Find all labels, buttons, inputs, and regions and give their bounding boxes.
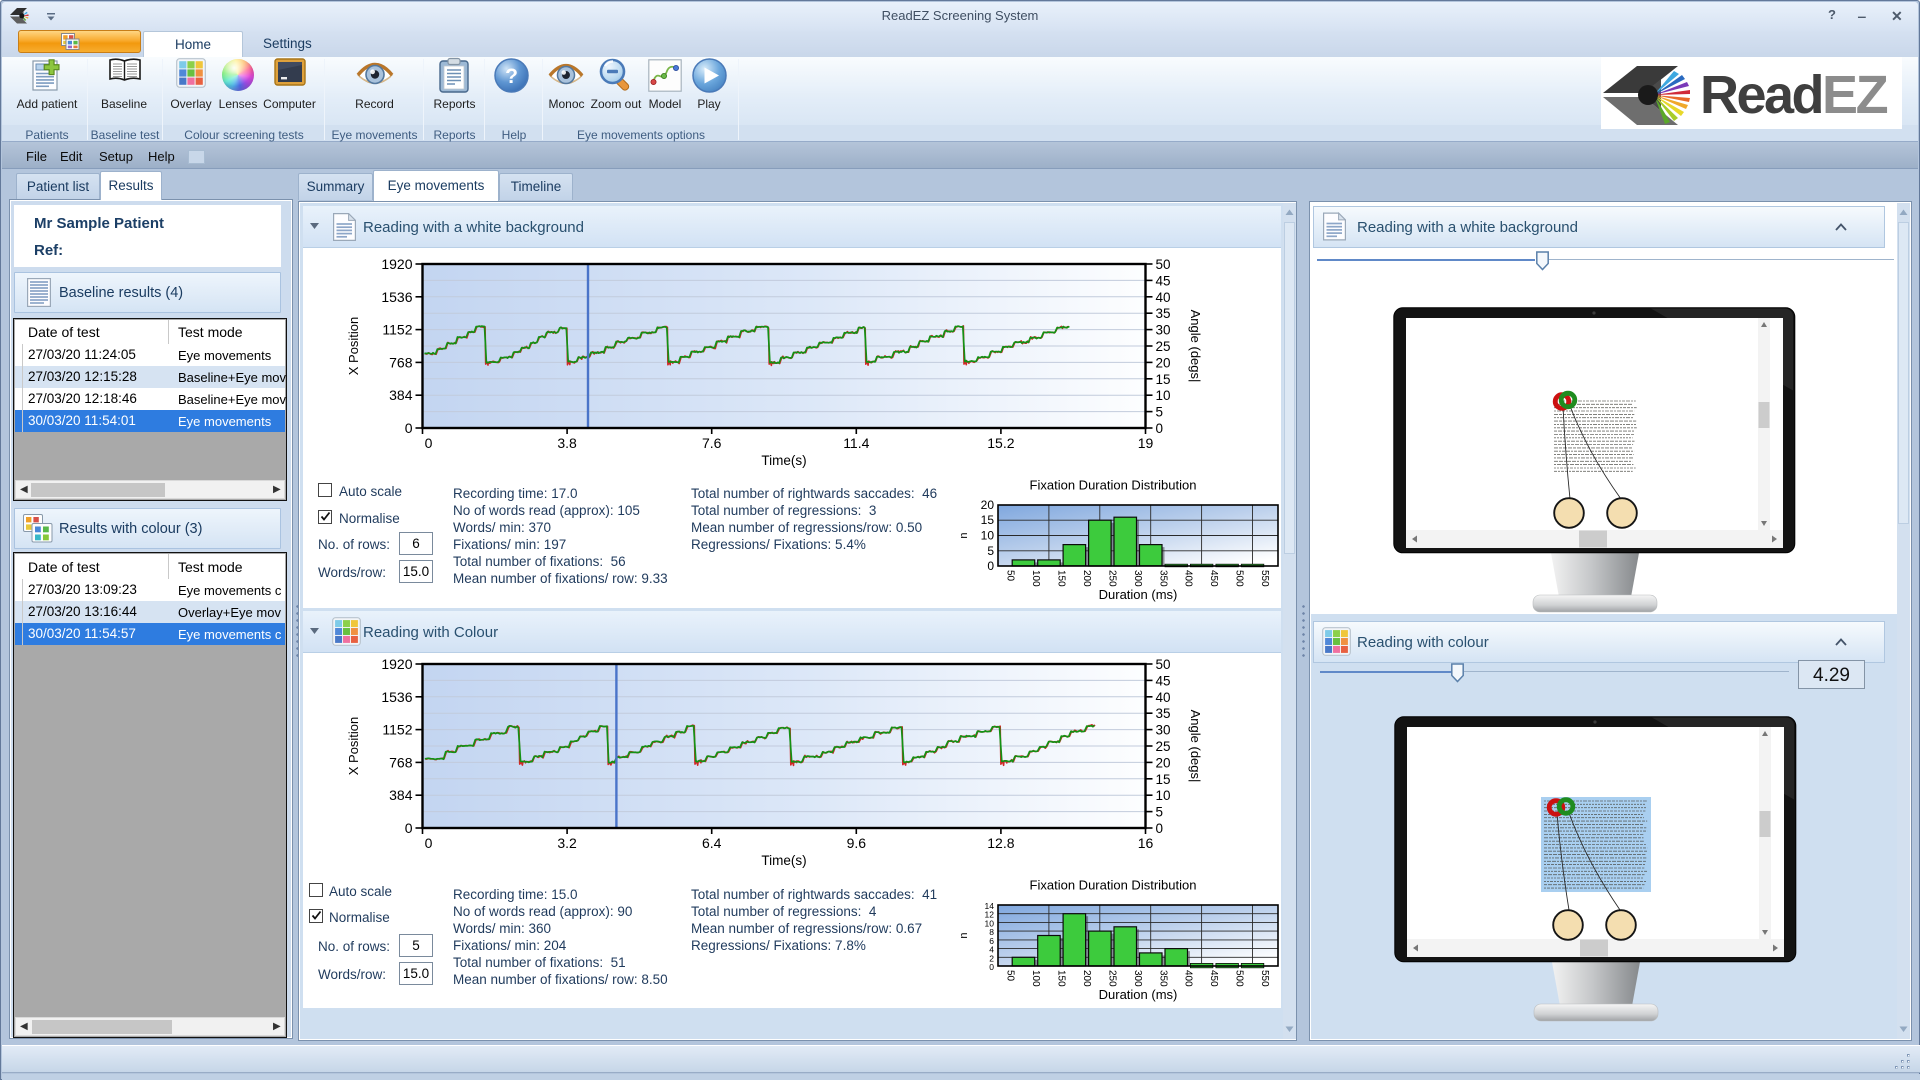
svg-text:2: 2 xyxy=(989,953,994,963)
svg-text:6.4: 6.4 xyxy=(702,835,722,851)
svg-text:11.4: 11.4 xyxy=(843,435,869,451)
svg-text:0: 0 xyxy=(425,835,433,851)
svg-text:3.2: 3.2 xyxy=(557,835,577,851)
svg-text:8: 8 xyxy=(989,927,994,937)
svg-text:0: 0 xyxy=(989,962,994,972)
svg-text:30: 30 xyxy=(1156,723,1171,738)
svg-text:10: 10 xyxy=(1156,388,1171,403)
svg-text:1920: 1920 xyxy=(381,656,412,672)
svg-text:Angle (degs|: Angle (degs| xyxy=(1188,710,1203,783)
svg-text:250: 250 xyxy=(1106,970,1117,987)
svg-text:768: 768 xyxy=(389,354,413,370)
svg-text:20: 20 xyxy=(981,498,995,512)
svg-text:5: 5 xyxy=(1156,805,1164,820)
svg-text:15: 15 xyxy=(1156,372,1171,387)
svg-text:1152: 1152 xyxy=(382,722,412,738)
svg-text:40: 40 xyxy=(1156,690,1171,705)
svg-text:Angle (degs|: Angle (degs| xyxy=(1188,310,1203,383)
svg-text:384: 384 xyxy=(389,387,413,403)
svg-text:1920: 1920 xyxy=(381,256,412,272)
svg-text:350: 350 xyxy=(1157,970,1168,987)
svg-text:350: 350 xyxy=(1157,570,1168,587)
svg-text:5: 5 xyxy=(1156,405,1164,420)
svg-text:Duration (ms): Duration (ms) xyxy=(1099,587,1178,602)
svg-text:300: 300 xyxy=(1132,570,1143,587)
svg-text:20: 20 xyxy=(1156,355,1171,370)
svg-text:ReadEZ: ReadEZ xyxy=(1700,65,1888,125)
svg-text:?: ? xyxy=(505,65,518,88)
svg-text:20: 20 xyxy=(1156,755,1171,770)
svg-text:384: 384 xyxy=(389,787,413,803)
svg-text:100: 100 xyxy=(1030,570,1041,587)
svg-text:45: 45 xyxy=(1156,273,1171,288)
svg-text:0: 0 xyxy=(987,559,994,573)
svg-text:150: 150 xyxy=(1055,970,1066,987)
svg-text:400: 400 xyxy=(1183,570,1194,587)
svg-text:n: n xyxy=(958,932,970,938)
svg-text:0: 0 xyxy=(405,820,413,836)
svg-text:Fixation Duration Distribution: Fixation Duration Distribution xyxy=(1030,479,1197,493)
svg-text:0: 0 xyxy=(405,420,413,436)
svg-text:15: 15 xyxy=(981,513,995,527)
svg-text:0: 0 xyxy=(425,435,433,451)
svg-text:25: 25 xyxy=(1156,339,1171,354)
svg-text:1536: 1536 xyxy=(381,289,412,305)
svg-text:Fixation Duration Distribution: Fixation Duration Distribution xyxy=(1030,879,1197,893)
svg-text:500: 500 xyxy=(1234,570,1245,587)
svg-text:400: 400 xyxy=(1183,970,1194,987)
svg-text:0: 0 xyxy=(1156,421,1164,436)
svg-text:10: 10 xyxy=(981,529,995,543)
svg-text:14: 14 xyxy=(985,901,995,911)
svg-text:5: 5 xyxy=(987,544,994,558)
svg-text:n: n xyxy=(958,532,970,538)
svg-text:Duration (ms): Duration (ms) xyxy=(1099,987,1178,1002)
svg-text:15: 15 xyxy=(1156,772,1171,787)
svg-text:550: 550 xyxy=(1259,570,1270,587)
svg-text:200: 200 xyxy=(1081,570,1092,587)
svg-text:450: 450 xyxy=(1208,570,1219,587)
svg-text:50: 50 xyxy=(1005,970,1016,982)
svg-text:16: 16 xyxy=(1138,835,1154,851)
svg-text:19: 19 xyxy=(1138,435,1154,451)
svg-text:12.8: 12.8 xyxy=(987,835,1014,851)
svg-text:7.6: 7.6 xyxy=(702,435,722,451)
svg-text:450: 450 xyxy=(1208,970,1219,987)
svg-text:40: 40 xyxy=(1156,290,1171,305)
svg-text:100: 100 xyxy=(1030,970,1041,987)
svg-text:X Position: X Position xyxy=(346,317,361,376)
svg-text:4: 4 xyxy=(989,945,994,955)
svg-text:50: 50 xyxy=(1156,657,1171,672)
svg-text:200: 200 xyxy=(1081,970,1092,987)
svg-text:10: 10 xyxy=(1156,788,1171,803)
svg-text:25: 25 xyxy=(1156,739,1171,754)
svg-text:768: 768 xyxy=(389,754,413,770)
svg-text:300: 300 xyxy=(1132,970,1143,987)
svg-text:35: 35 xyxy=(1156,306,1171,321)
svg-text:50: 50 xyxy=(1005,570,1016,582)
svg-text:50: 50 xyxy=(1156,257,1171,272)
svg-text:0: 0 xyxy=(1156,821,1164,836)
svg-text:9.6: 9.6 xyxy=(847,835,867,851)
svg-text:15.2: 15.2 xyxy=(987,435,1014,451)
svg-text:550: 550 xyxy=(1259,970,1270,987)
svg-text:Time(s): Time(s) xyxy=(761,453,806,468)
svg-text:6: 6 xyxy=(989,936,994,946)
svg-text:X Position: X Position xyxy=(346,717,361,776)
svg-text:45: 45 xyxy=(1156,673,1171,688)
svg-text:35: 35 xyxy=(1156,706,1171,721)
svg-text:Time(s): Time(s) xyxy=(761,853,806,868)
svg-text:3.8: 3.8 xyxy=(557,435,577,451)
svg-text:250: 250 xyxy=(1106,570,1117,587)
svg-text:10: 10 xyxy=(985,918,995,928)
svg-text:1536: 1536 xyxy=(381,689,412,705)
svg-text:30: 30 xyxy=(1156,323,1171,338)
svg-text:500: 500 xyxy=(1234,970,1245,987)
svg-text:1152: 1152 xyxy=(382,322,412,338)
svg-text:12: 12 xyxy=(985,910,995,920)
svg-text:150: 150 xyxy=(1055,570,1066,587)
